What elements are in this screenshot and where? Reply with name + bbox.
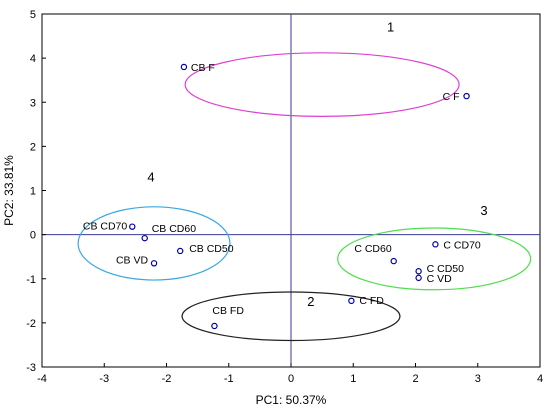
point-label: CB CD60 xyxy=(152,223,197,235)
x-tick-label: 0 xyxy=(288,373,294,385)
y-axis-label: PC2: 33.81% xyxy=(2,155,16,226)
point-label: CB CD50 xyxy=(189,243,234,255)
data-point xyxy=(415,268,422,275)
group-ellipse xyxy=(337,227,532,291)
point-label: C CD60 xyxy=(354,243,392,255)
data-point xyxy=(390,257,397,265)
y-tick-label: -2 xyxy=(26,318,36,330)
point-label: CB VD xyxy=(116,254,149,266)
data-point xyxy=(180,63,188,71)
y-tick-label: -3 xyxy=(26,362,36,374)
plot-area xyxy=(41,13,541,368)
data-point xyxy=(211,322,218,330)
data-point xyxy=(176,247,184,255)
x-tick-label: 1 xyxy=(350,373,356,385)
y-tick-label: 1 xyxy=(30,186,36,198)
x-tick-label: -4 xyxy=(37,373,47,385)
point-label: C FD xyxy=(359,295,384,307)
data-point xyxy=(129,223,136,230)
data-point xyxy=(415,274,422,282)
x-tick-label: 4 xyxy=(537,373,543,385)
point-label: C CD50 xyxy=(427,263,465,275)
data-points: CB F C F CB CD70 CB CD60 CB CD50 CB VD C CD60 C… xyxy=(83,62,481,330)
data-point xyxy=(432,241,439,248)
data-point xyxy=(141,234,148,242)
point-label: C F xyxy=(443,91,460,103)
y-tick-label: 4 xyxy=(30,53,36,65)
x-tick-label: -2 xyxy=(162,373,172,385)
group-label: 4 xyxy=(147,170,154,185)
y-tick-label: -1 xyxy=(26,274,36,286)
x-tick-label: -3 xyxy=(99,373,109,385)
group-label: 3 xyxy=(480,203,487,218)
group-ellipse xyxy=(184,52,460,117)
group-label: 2 xyxy=(307,294,314,309)
point-label: CB FD xyxy=(212,305,244,317)
data-point xyxy=(463,92,470,100)
data-point xyxy=(150,260,158,267)
x-tick-label: 3 xyxy=(475,373,481,385)
point-label: CB F xyxy=(191,62,215,74)
group-ellipse xyxy=(181,291,401,342)
x-tick-label: 2 xyxy=(412,373,418,385)
point-label: CB CD70 xyxy=(83,221,128,233)
y-tick-label: 5 xyxy=(30,9,36,21)
x-axis-label: PC1: 50.37% xyxy=(256,393,327,407)
y-tick-label: 3 xyxy=(30,97,36,109)
group-label: 1 xyxy=(387,20,394,35)
point-label: C CD70 xyxy=(443,239,481,251)
group-ellipse xyxy=(77,206,231,281)
point-label: C VD xyxy=(427,273,453,285)
y-tick-label: 0 xyxy=(30,230,36,242)
group-ellipses: 1 4 3 2 xyxy=(77,20,532,342)
y-tick-label: 2 xyxy=(30,141,36,153)
data-point xyxy=(348,297,355,305)
x-tick-label: -1 xyxy=(224,373,234,385)
